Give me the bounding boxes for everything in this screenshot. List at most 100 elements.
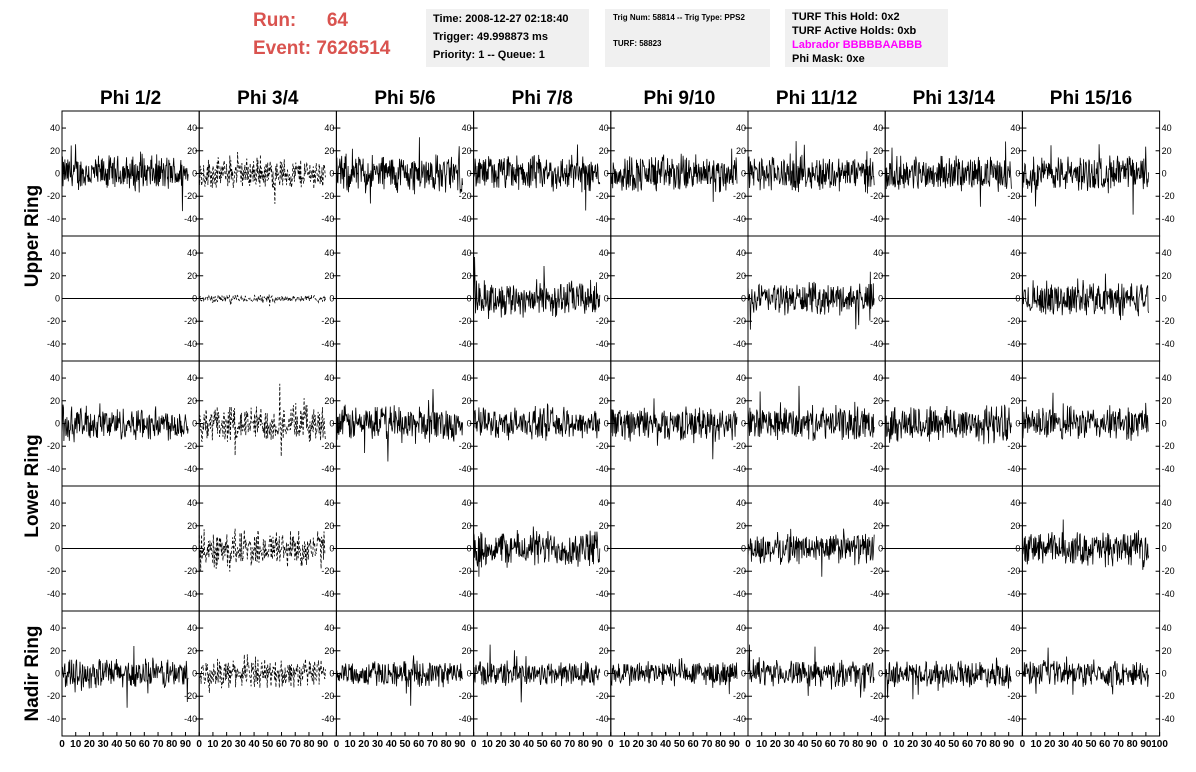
x-tick-label: 10	[756, 739, 768, 750]
y-tick-label: 40	[1162, 498, 1172, 508]
y-tick-label: 40	[599, 123, 609, 133]
x-tick-label: 60	[962, 739, 974, 750]
panel-frame	[198, 485, 337, 612]
y-tick-label: 40	[187, 623, 197, 633]
panel-r1-c1: 40 20 0 -20 -40	[47, 110, 200, 237]
x-tick-label: 0	[745, 739, 751, 750]
panel-r1-c5: 40 20 0 -20 -40	[596, 110, 749, 237]
y-tick-label: 40	[187, 123, 197, 133]
y-tick-label: -20	[184, 191, 197, 201]
waveform-line	[610, 657, 738, 695]
y-tick-label: 20	[873, 396, 883, 406]
x-tick-label: 80	[715, 739, 727, 750]
panel-r3-c3: 40 20 0 -20 -40	[321, 360, 475, 487]
y-tick-label: 20	[736, 271, 746, 281]
x-tick-label: 80	[1127, 739, 1139, 750]
y-tick-label: -40	[459, 714, 472, 724]
y-tick-label: -20	[459, 441, 472, 451]
y-tick-label: 20	[1162, 271, 1172, 281]
y-tick-label: -20	[47, 316, 60, 326]
x-tick-label: 70	[564, 739, 576, 750]
x-tick-label: 20	[633, 739, 645, 750]
y-tick-label: -40	[184, 589, 197, 599]
y-tick-label: 0	[1162, 169, 1167, 179]
panel-r3-c2: 40 20 0 -20 -40	[184, 360, 337, 487]
x-tick-label: 50	[537, 739, 549, 750]
panel-r4-c2: 40 20 0 -20 -40	[184, 485, 337, 612]
x-tick-label: 90	[180, 739, 192, 750]
y-tick-label: -40	[596, 464, 609, 474]
y-tick-label: 0	[741, 419, 746, 429]
y-tick-label: -40	[870, 464, 883, 474]
y-tick-label: -20	[1007, 191, 1020, 201]
y-tick-label: 40	[1010, 248, 1020, 258]
x-tick-label: 0	[59, 739, 65, 750]
y-tick-label: 40	[187, 498, 197, 508]
y-tick-label: -40	[596, 714, 609, 724]
y-tick-label: -40	[47, 339, 60, 349]
x-tick-label: 100	[1151, 739, 1168, 750]
x-tick-label: 90	[317, 739, 329, 750]
y-tick-label: -20	[459, 316, 472, 326]
y-tick-label: 20	[736, 521, 746, 531]
x-tick-label: 50	[1085, 739, 1097, 750]
y-tick-label: 0	[329, 169, 334, 179]
y-tick-label: 40	[599, 373, 609, 383]
ring-label-2: Lower Ring	[22, 434, 43, 537]
waveform-line	[198, 151, 326, 204]
waveform-line	[473, 144, 601, 211]
y-tick-label: -40	[1007, 589, 1020, 599]
panel-r5-c8: 40 40 20 20 0 0 -20 -20 -40 -40	[1007, 610, 1175, 737]
y-tick-label: -40	[870, 714, 883, 724]
y-tick-label: -20	[1007, 441, 1020, 451]
y-tick-label: -20	[321, 441, 334, 451]
event-value: 7626514	[316, 38, 391, 59]
y-tick-label: 40	[873, 498, 883, 508]
x-tick-label: 90	[1003, 739, 1015, 750]
y-tick-label: 0	[329, 544, 334, 554]
x-tick-label: 80	[989, 739, 1001, 750]
y-tick-label: -40	[47, 589, 60, 599]
y-tick-label: 40	[462, 498, 472, 508]
y-tick-label: 40	[1010, 623, 1020, 633]
y-tick-label: 40	[324, 623, 334, 633]
y-tick-label: 0	[55, 669, 60, 679]
trig-line: Trig Num: 58814 -- Trig Type: PPS2	[613, 13, 745, 22]
column-title-2: Phi 3/4	[237, 88, 299, 109]
y-tick-label: -20	[1007, 566, 1020, 576]
y-tick-label: 40	[736, 498, 746, 508]
y-tick-label: -40	[47, 714, 60, 724]
run-value: 64	[326, 10, 348, 31]
y-tick-label: -40	[1007, 214, 1020, 224]
y-tick-label: -40	[184, 714, 197, 724]
panel-r4-c3: 40 20 0 -20 -40	[321, 485, 475, 612]
waveform-line	[1022, 519, 1149, 570]
y-tick-label: 0	[1162, 544, 1167, 554]
x-tick-label: 70	[152, 739, 164, 750]
y-tick-label: 20	[1162, 396, 1172, 406]
y-tick-label: 20	[462, 396, 472, 406]
y-tick-label: 0	[1162, 669, 1167, 679]
y-tick-label: -40	[733, 464, 746, 474]
waveform-line	[884, 657, 1012, 700]
y-tick-label: 0	[1015, 169, 1020, 179]
y-tick-label: 40	[1162, 248, 1172, 258]
y-tick-label: -20	[1162, 691, 1175, 701]
column-title-4: Phi 7/8	[512, 88, 573, 109]
y-tick-label: 20	[324, 396, 334, 406]
y-tick-label: 20	[324, 646, 334, 656]
y-tick-label: -40	[870, 339, 883, 349]
x-tick-label: 0	[1020, 739, 1026, 750]
turf-hold-line: TURF This Hold: 0x2	[792, 11, 900, 23]
y-tick-label: 20	[873, 646, 883, 656]
y-tick-label: -20	[47, 691, 60, 701]
x-tick-label: 90	[866, 739, 878, 750]
column-title-5: Phi 9/10	[643, 88, 715, 109]
y-tick-label: -40	[47, 464, 60, 474]
x-tick-label: 50	[399, 739, 411, 750]
waveform-line	[884, 141, 1012, 207]
x-tick-label: 60	[825, 739, 837, 750]
y-tick-label: 20	[1010, 396, 1020, 406]
y-tick-label: 0	[604, 669, 609, 679]
y-tick-label: -40	[596, 339, 609, 349]
